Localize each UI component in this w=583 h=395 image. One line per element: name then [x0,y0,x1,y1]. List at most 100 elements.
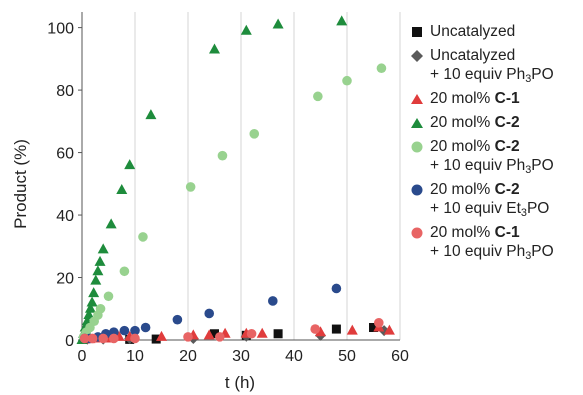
legend-label: 20 mol% [430,90,495,107]
legend-item-uncatalyzed: Uncatalyzed [410,22,580,41]
legend-label: Uncatalyzed [430,23,516,40]
data-point-series-3 [240,24,252,35]
legend-label-bold: C-2 [494,138,520,155]
data-point-series-6 [130,333,140,344]
x-axis-label: t (h) [225,373,255,392]
data-point-series-6 [215,332,225,342]
data-point-series-4 [249,129,260,139]
data-point-series-3 [105,218,117,229]
data-point-series-6 [79,333,90,344]
data-point-series-3 [145,109,157,120]
data-point-series-5 [119,325,130,336]
data-point-series-3 [336,15,348,26]
legend-label-bold: C-1 [494,224,520,241]
data-point-series-4 [119,266,130,277]
legend-item-c1-ph3po: 20 mol% C-1 + 10 equiv Ph3PO [410,223,580,261]
x-tick-label: 50 [338,348,356,365]
legend-marker-triangle [411,94,423,104]
legend-label: 20 mol% [430,138,495,155]
legend-label-bold: C-2 [494,114,520,131]
data-point-series-3 [83,309,95,320]
legend-item-c2-ph3po: 20 mol% C-2 + 10 equiv Ph3PO [410,137,580,175]
data-point-series-5 [268,296,278,306]
data-point-series-2 [156,330,167,341]
grid-lines [134,12,401,340]
data-point-series-2 [315,326,326,337]
x-tick-label: 30 [232,348,250,365]
data-point-series-2 [256,327,268,338]
legend-marker-triangle [411,118,423,128]
x-tick-label: 0 [78,348,87,365]
data-point-series-5 [172,314,183,325]
data-points [76,15,395,345]
data-point-series-6 [109,333,119,344]
legend-label: 20 mol% [430,114,495,131]
x-tick-label: 10 [126,348,144,365]
data-point-series-5 [204,308,214,319]
data-point-series-2 [203,329,215,340]
legend-label-line2: + 10 equiv Et3PO [430,200,550,219]
legend-label-line2: + 10 equiv Ph3PO [430,66,554,85]
data-point-series-3 [116,184,128,195]
data-point-series-4 [376,63,387,74]
legend-item-uncatalyzed-ph3po: Uncatalyzed + 10 equiv Ph3PO [410,46,580,84]
legend-label: 20 mol% [430,181,495,198]
legend-marker-square [412,27,422,37]
data-point-series-4 [313,91,323,102]
data-point-series-4 [95,303,106,314]
legend-marker-circle [411,227,423,239]
data-point-series-0 [151,334,161,344]
data-point-series-0 [273,329,283,339]
data-point-series-6 [310,324,321,334]
x-tick-label: 60 [391,348,409,365]
data-point-series-3 [209,43,220,54]
data-point-series-5 [140,322,151,333]
y-tick-label: 0 [65,333,74,350]
legend-label-line2: + 10 equiv Ph3PO [430,157,554,176]
y-tick-label: 20 [56,271,74,288]
y-tick-label: 40 [56,208,74,225]
data-point-series-3 [86,296,98,307]
y-tick-label: 80 [56,83,74,100]
x-tick-label: 20 [179,348,197,365]
legend-item-c1: 20 mol% C-1 [410,89,580,108]
data-point-series-3 [272,18,284,29]
legend-item-c2-et3po: 20 mol% C-2 + 10 equiv Et3PO [410,180,580,218]
data-point-series-6 [98,333,108,344]
tick-labels: 0 10 20 30 40 50 60 0 20 40 60 80 100 [47,21,409,365]
legend-item-c2: 20 mol% C-2 [410,113,580,132]
data-point-series-0 [210,329,219,339]
data-point-series-6 [374,318,384,328]
axes [78,12,400,341]
data-point-series-3 [97,243,109,254]
data-point-series-4 [185,182,196,192]
data-point-series-5 [331,283,342,294]
data-point-series-6 [87,333,98,344]
legend-label: Uncatalyzed [430,47,516,64]
data-point-series-3 [88,287,100,298]
data-point-series-3 [92,265,104,276]
data-point-series-6 [246,328,257,339]
data-point-series-0 [369,323,378,333]
data-point-series-3 [124,159,136,170]
data-point-series-3 [84,302,96,313]
data-point-series-4 [103,291,114,302]
data-point-series-2 [383,324,395,335]
legend-label-line2: + 10 equiv Ph3PO [430,243,554,262]
x-tick-label: 40 [285,348,303,365]
data-point-series-4 [342,75,352,86]
data-point-series-4 [217,150,228,161]
data-point-series-6 [183,332,193,342]
legend-marker-circle [411,141,423,153]
legend-label-bold: C-1 [494,90,520,107]
legend-label: 20 mol% [430,224,495,241]
data-point-series-3 [90,274,102,285]
data-point-series-4 [138,232,148,242]
legend: Uncatalyzed Uncatalyzed + 10 equiv Ph3PO… [410,22,580,266]
y-tick-label: 60 [56,146,74,163]
data-point-series-5 [130,325,140,336]
y-axis-label: Product (%) [11,139,30,229]
legend-marker-circle [411,184,423,196]
legend-label-bold: C-2 [494,181,520,198]
